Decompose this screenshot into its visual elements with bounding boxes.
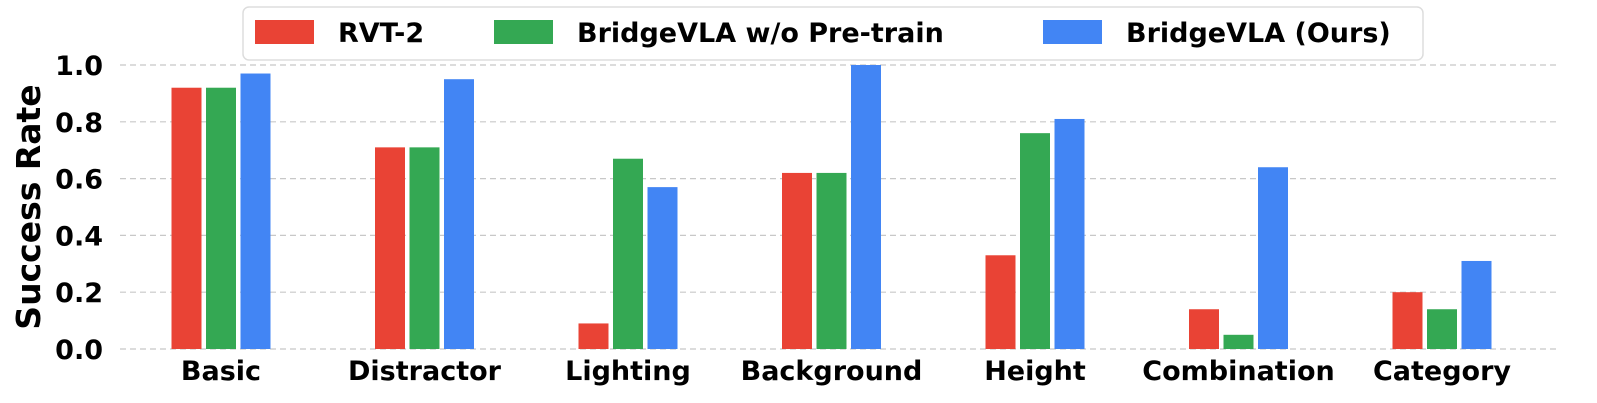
bar bbox=[206, 87, 236, 349]
bar bbox=[1427, 309, 1457, 349]
bar bbox=[1054, 118, 1085, 350]
y-axis-ticks: 0.0 0.2 0.4 0.6 0.8 1.0 bbox=[55, 51, 103, 366]
bar bbox=[375, 147, 405, 349]
x-tick-label: Lighting bbox=[565, 356, 691, 387]
bar bbox=[1461, 260, 1492, 349]
bars-group bbox=[171, 65, 1492, 350]
bar bbox=[647, 187, 678, 349]
legend-swatch bbox=[1043, 20, 1102, 44]
legend-label: BridgeVLA w/o Pre-train bbox=[577, 18, 944, 49]
y-tick-label: 0.4 bbox=[55, 221, 103, 252]
bar bbox=[782, 172, 812, 349]
bar bbox=[578, 323, 609, 349]
bar bbox=[851, 65, 881, 349]
bar bbox=[1223, 334, 1254, 349]
legend: RVT-2 BridgeVLA w/o Pre-train BridgeVLA (O… bbox=[242, 6, 1424, 61]
x-axis-ticks: Basic Distractor Lighting Background Height C… bbox=[181, 356, 1511, 387]
x-tick-label: Combination bbox=[1142, 356, 1334, 387]
y-tick-label: 0.2 bbox=[55, 278, 103, 309]
bar bbox=[1189, 309, 1219, 349]
y-tick-label: 0.8 bbox=[55, 108, 103, 139]
legend-swatch bbox=[494, 20, 553, 44]
x-tick-label: Basic bbox=[181, 356, 261, 387]
y-axis-label: Success Rate bbox=[9, 84, 48, 329]
bar bbox=[240, 73, 271, 350]
bar bbox=[816, 172, 847, 349]
bar bbox=[985, 255, 1016, 349]
legend-swatch bbox=[255, 20, 314, 44]
bar bbox=[613, 158, 643, 349]
bar bbox=[1020, 133, 1050, 349]
x-tick-label: Height bbox=[984, 356, 1086, 387]
x-tick-label: Distractor bbox=[348, 356, 502, 387]
bar bbox=[444, 79, 474, 349]
x-tick-label: Background bbox=[741, 356, 923, 387]
bar bbox=[1392, 292, 1423, 349]
legend-label: RVT-2 bbox=[338, 18, 424, 49]
bar bbox=[1258, 167, 1288, 349]
y-tick-label: 0.6 bbox=[55, 165, 103, 196]
bar bbox=[171, 87, 202, 349]
y-tick-label: 1.0 bbox=[55, 51, 103, 82]
y-tick-label: 0.0 bbox=[55, 335, 103, 366]
x-tick-label: Category bbox=[1373, 356, 1511, 387]
bar bbox=[409, 147, 440, 349]
legend-label: BridgeVLA (Ours) bbox=[1126, 18, 1391, 49]
